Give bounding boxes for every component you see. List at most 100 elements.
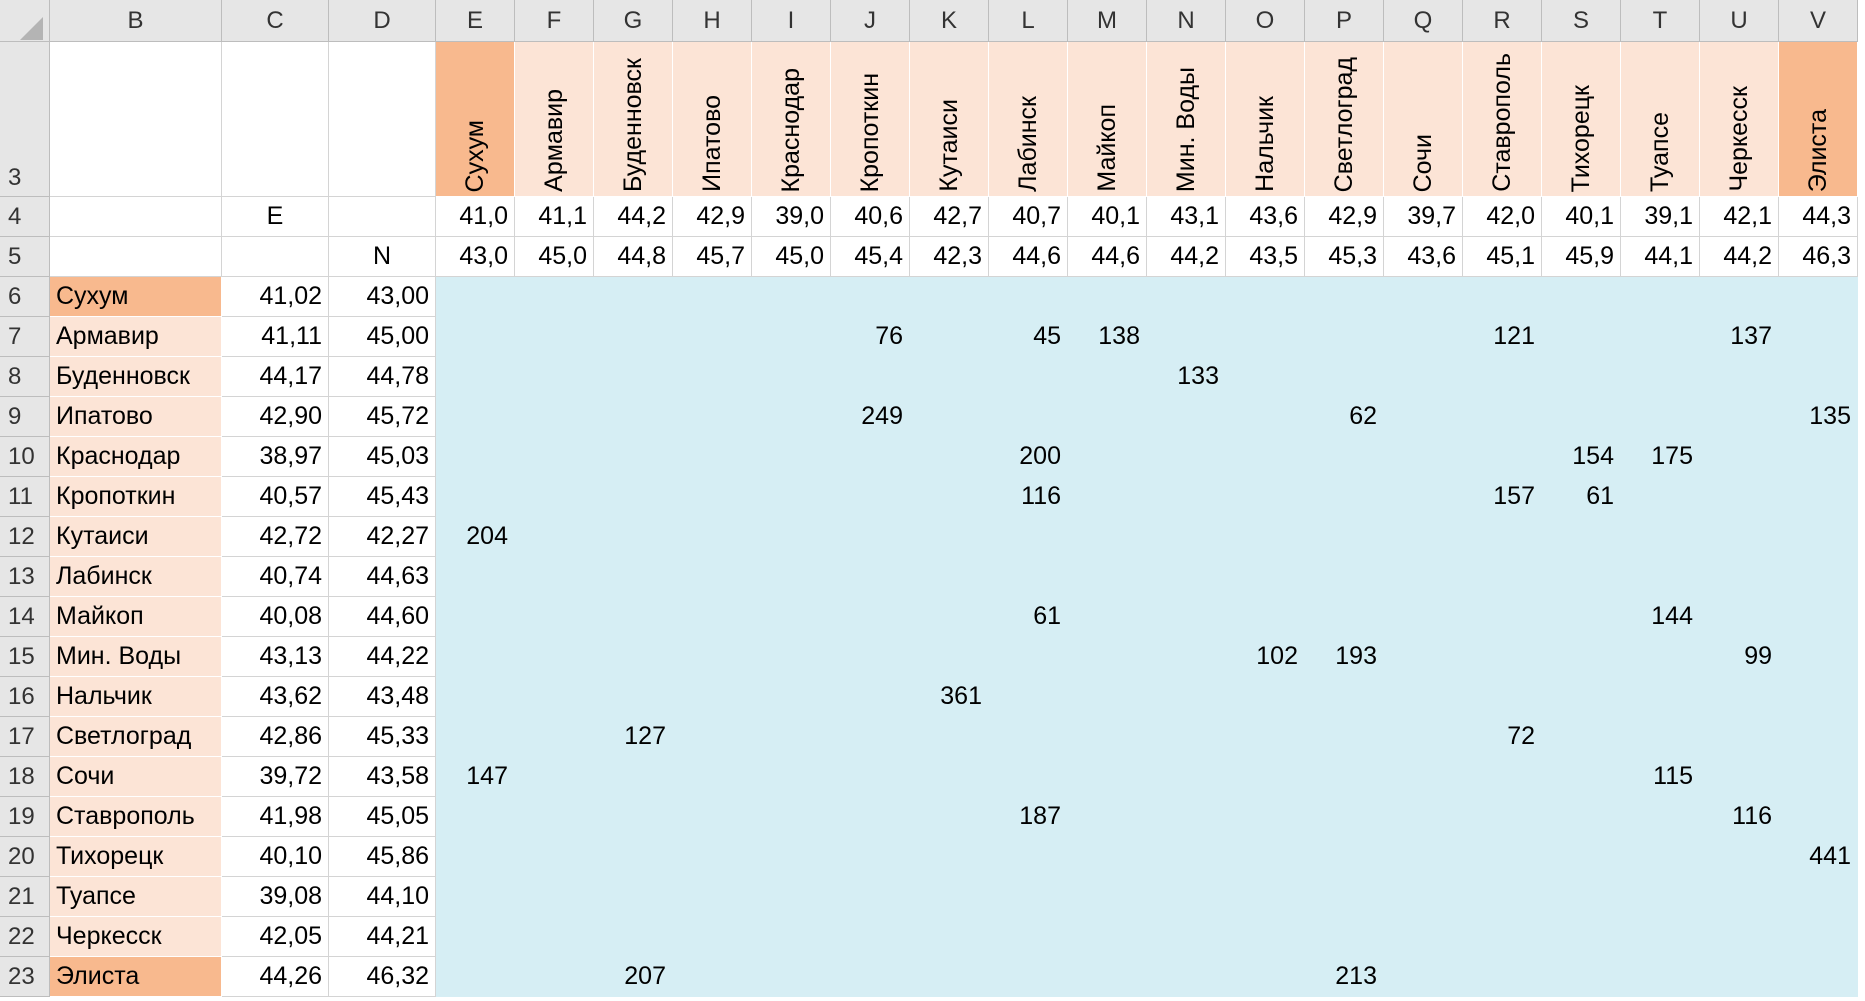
cell [752,397,831,437]
cell [1384,717,1463,757]
cell [1463,557,1542,597]
cell [1463,357,1542,397]
cell [594,837,673,877]
cell [1384,357,1463,397]
cell [594,357,673,397]
cell: 43,1 [1147,197,1226,237]
cell [1305,437,1384,477]
cell: Светлоград [1305,42,1384,197]
cell [50,197,222,237]
row-number: 13 [0,557,50,597]
cell [1147,277,1226,317]
column-header: L [989,0,1068,42]
cell: 40,08 [222,597,329,637]
cell [910,477,989,517]
cell [515,797,594,837]
cell [1542,317,1621,357]
cell [1700,837,1779,877]
cell [1621,637,1700,677]
cell: Буденновск [50,357,222,397]
column-header: P [1305,0,1384,42]
cell [1384,517,1463,557]
cell: 42,05 [222,917,329,957]
cell [1700,477,1779,517]
cell [594,637,673,677]
cell [1305,717,1384,757]
column-header: E [436,0,515,42]
cell [831,957,910,997]
cell [1305,917,1384,957]
cell [673,677,752,717]
cell: Нальчик [1226,42,1305,197]
cell: 200 [989,437,1068,477]
cell [515,437,594,477]
row-number: 21 [0,877,50,917]
cell [989,837,1068,877]
cell: Лабинск [989,42,1068,197]
cell: 115 [1621,757,1700,797]
cell: 249 [831,397,910,437]
cell [910,877,989,917]
cell [673,637,752,677]
cell: Кутаиси [910,42,989,197]
cell: Светлоград [50,717,222,757]
cell [436,477,515,517]
cell: Мин. Воды [50,637,222,677]
cell [515,677,594,717]
cell [436,397,515,437]
cell [1542,717,1621,757]
cell [594,437,673,477]
cell: Нальчик [50,677,222,717]
cell [436,917,515,957]
cell [222,42,329,197]
row-number: 19 [0,797,50,837]
cell [1305,357,1384,397]
cell: 213 [1305,957,1384,997]
cell [1700,277,1779,317]
cell [1463,877,1542,917]
cell [436,677,515,717]
cell: 41,1 [515,197,594,237]
cell: 45,00 [329,317,436,357]
cell [1463,837,1542,877]
select-all-corner [0,0,50,42]
cell [1147,757,1226,797]
cell [1463,517,1542,557]
cell-text: Сухум [460,119,489,192]
cell [1147,717,1226,757]
cell [594,757,673,797]
cell: 39,08 [222,877,329,917]
cell [673,837,752,877]
cell [1463,677,1542,717]
cell [436,837,515,877]
cell [1384,677,1463,717]
cell: Лабинск [50,557,222,597]
cell [436,717,515,757]
cell [1463,797,1542,837]
cell [989,917,1068,957]
column-header: Q [1384,0,1463,42]
cell [1463,917,1542,957]
cell: 40,1 [1542,197,1621,237]
cell: Тихорецк [50,837,222,877]
corner-triangle [20,16,43,40]
cell [1305,477,1384,517]
cell [752,797,831,837]
cell [1700,757,1779,797]
cell [910,797,989,837]
cell [1068,477,1147,517]
cell: 61 [1542,477,1621,517]
cell: 41,0 [436,197,515,237]
row-number: 22 [0,917,50,957]
cell [594,677,673,717]
cell [1621,957,1700,997]
cell [673,957,752,997]
cell [1700,677,1779,717]
cell: 43,0 [436,237,515,277]
cell: Сухум [436,42,515,197]
row-number: 23 [0,957,50,997]
cell [1542,877,1621,917]
cell: 45,43 [329,477,436,517]
cell [1068,397,1147,437]
